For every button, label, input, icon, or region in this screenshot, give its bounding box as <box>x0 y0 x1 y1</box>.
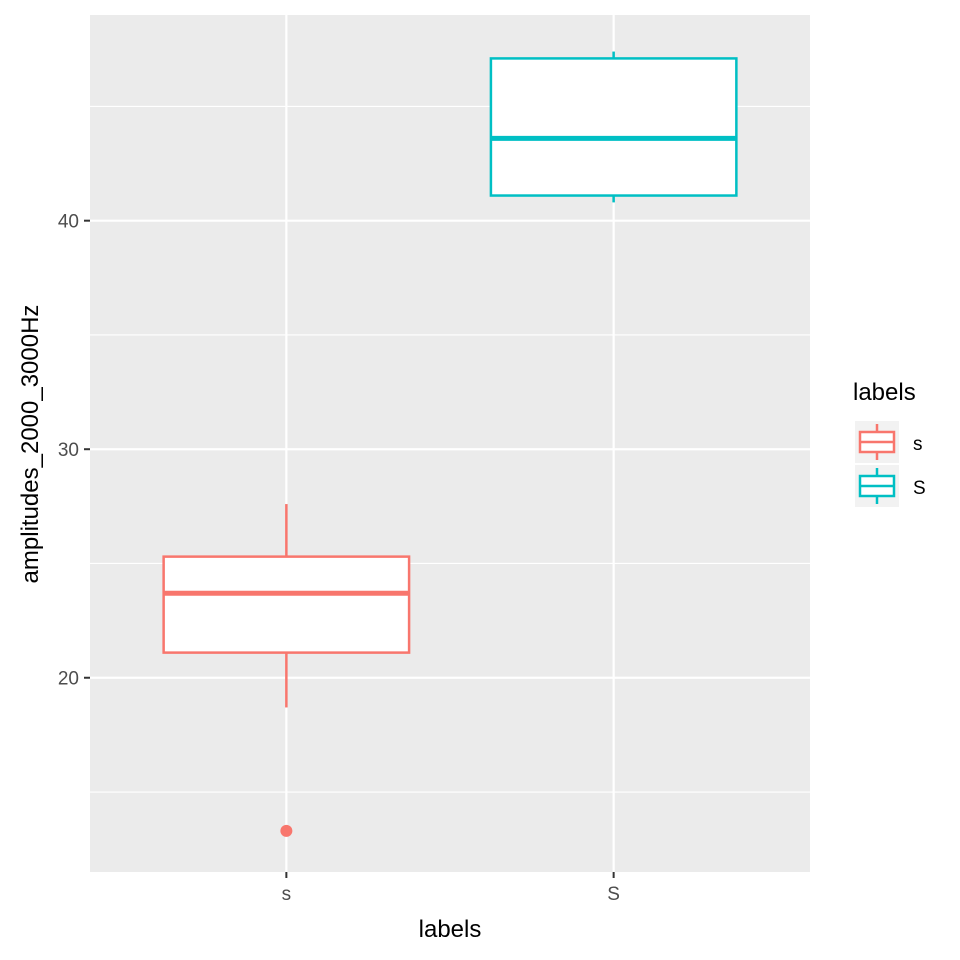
y-axis-title: amplitudes_2000_3000Hz <box>17 305 44 584</box>
y-tick-label: 40 <box>58 212 79 233</box>
y-tick-label: 20 <box>58 669 79 690</box>
box-iqr <box>162 555 411 654</box>
y-tick-label: 30 <box>58 440 79 461</box>
y-axis: 20 30 40 <box>58 212 90 690</box>
x-axis-title: labels <box>419 916 482 943</box>
outlier-point <box>280 824 293 837</box>
legend-label: s <box>913 434 923 455</box>
box-iqr <box>489 57 738 197</box>
boxes-layer <box>162 51 738 837</box>
x-tick-label: s <box>282 884 292 905</box>
legend: labels s S <box>853 379 926 507</box>
x-tick-label: S <box>607 884 620 905</box>
legend-title: labels <box>853 379 916 406</box>
legend-label: S <box>913 478 926 499</box>
